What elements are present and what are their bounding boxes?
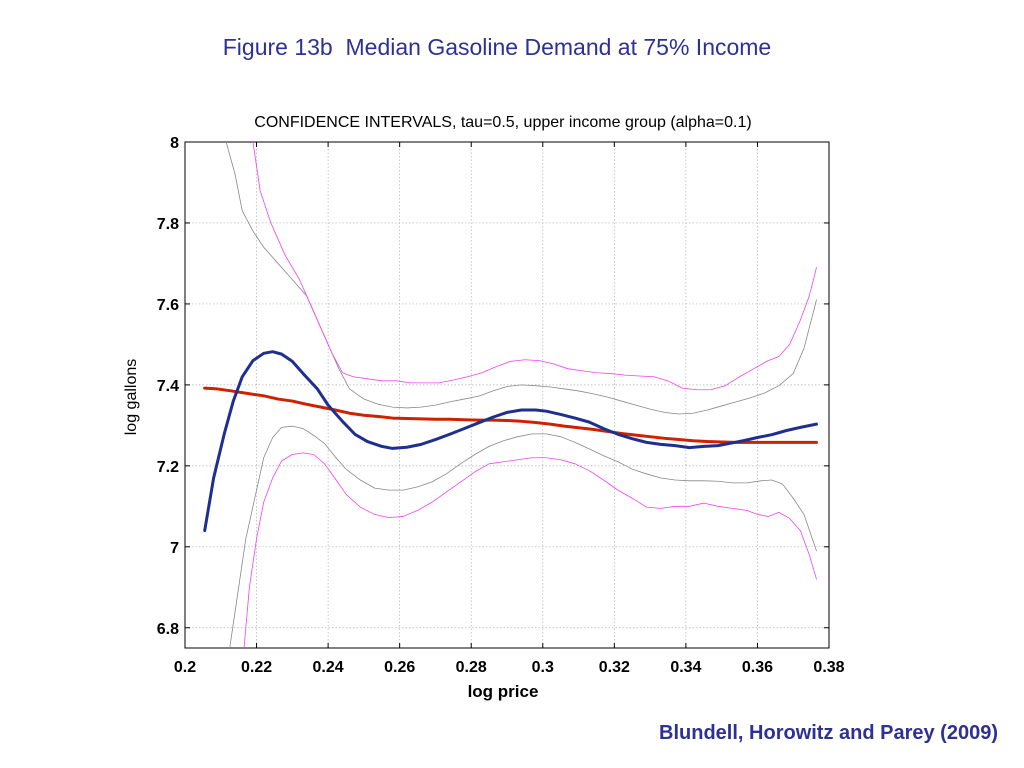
chart-title: CONFIDENCE INTERVALS, tau=0.5, upper inc… [254, 114, 751, 131]
ci-outer-upper-line [252, 142, 817, 391]
x-tick-label: 0.36 [742, 659, 773, 676]
y-tick-label: 6.8 [157, 621, 179, 638]
slide-title: Figure 13b Median Gasoline Demand at 75%… [222, 34, 772, 60]
x-tick-label: 0.38 [813, 659, 844, 676]
x-tick-label: 0.32 [599, 659, 630, 676]
x-tick-label: 0.26 [384, 659, 415, 676]
y-tick-label: 7.4 [157, 378, 179, 395]
citation: Blundell, Horowitz and Parey (2009) [659, 722, 998, 744]
plot-area [184, 141, 830, 649]
ci-outer-lower-line [243, 452, 817, 648]
y-tick-label: 7.2 [157, 459, 179, 476]
y-tick-label: 7 [170, 540, 179, 557]
y-axis-label: log gallons [123, 359, 140, 436]
x-tick-label: 0.2 [174, 659, 196, 676]
y-tick-label: 8 [170, 135, 179, 152]
y-tick-label: 7.8 [157, 216, 179, 233]
comparison-line [203, 386, 818, 444]
ticks [184, 141, 830, 648]
median-demand-line [203, 350, 818, 533]
series [203, 142, 818, 648]
x-tick-label: 0.34 [670, 659, 701, 676]
x-axis-label: log price [468, 682, 539, 701]
ci-inner-lower-line [229, 425, 817, 648]
x-tick-label: 0.22 [241, 659, 272, 676]
y-tick-label: 7.6 [157, 297, 179, 314]
x-tick-label: 0.24 [313, 659, 344, 676]
x-tick-label: 0.3 [532, 659, 554, 676]
x-tick-label: 0.28 [456, 659, 487, 676]
tick-labels: 0.2 0.22 0.24 0.26 0.28 0.3 0.32 0.34 0.36 0.38 6.… [157, 135, 845, 676]
